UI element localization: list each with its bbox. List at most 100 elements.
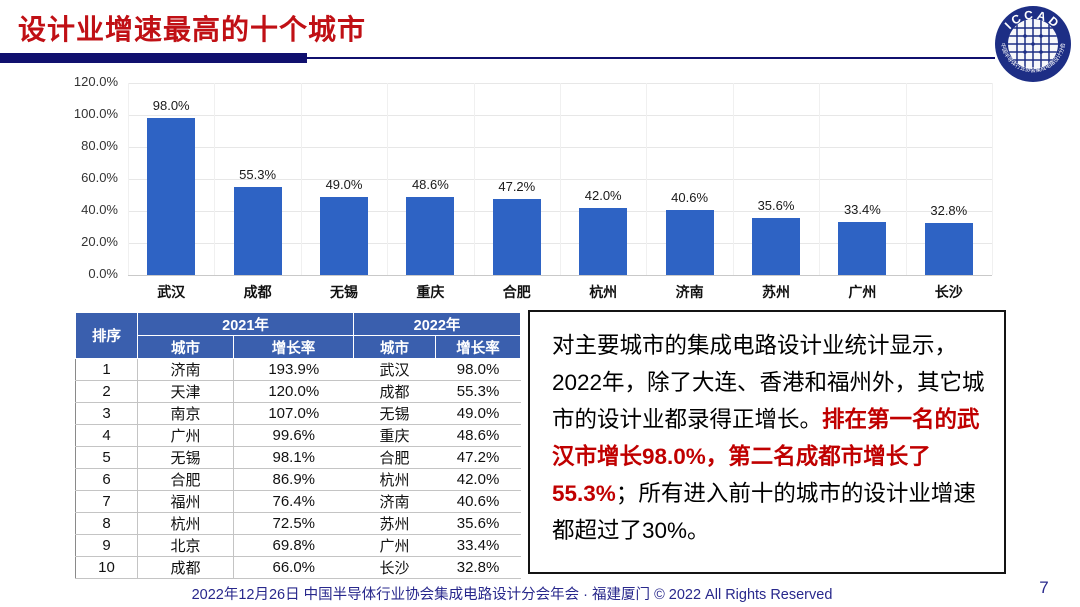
table-cell: 济南 xyxy=(137,358,234,381)
v-gridline xyxy=(560,83,561,275)
table-row: 10 成都 66.0% 长沙 32.8% xyxy=(75,556,521,579)
table-cell: 40.6% xyxy=(435,490,521,513)
v-gridline xyxy=(732,83,734,275)
table-cell: 193.9% xyxy=(233,358,354,381)
x-category-label: 广州 xyxy=(848,284,877,300)
table-cell: 35.6% xyxy=(435,512,521,535)
bar xyxy=(147,118,196,275)
table-cell: 6 xyxy=(75,468,138,491)
table-cell: 47.2% xyxy=(435,446,521,469)
bar-value-label: 35.6% xyxy=(757,198,795,214)
bar xyxy=(924,222,973,275)
table-cell: 32.8% xyxy=(435,556,521,579)
h-gridline xyxy=(128,275,992,276)
table-subheader-city-2022: 城市 xyxy=(353,335,437,359)
table-cell: 66.0% xyxy=(233,556,354,579)
table-cell: 42.0% xyxy=(435,468,521,491)
table-row: 5 无锡 98.1% 合肥 47.2% xyxy=(75,446,521,469)
v-gridline xyxy=(387,83,389,275)
bar xyxy=(579,207,628,275)
table-cell: 济南 xyxy=(353,490,436,513)
table-header-rank: 排序 xyxy=(75,312,138,359)
table-cell: 3 xyxy=(75,402,138,425)
table-cell: 2 xyxy=(75,380,138,403)
table-cell: 10 xyxy=(75,556,138,579)
bar-value-label: 48.6% xyxy=(411,177,449,193)
table-cell: 天津 xyxy=(137,380,234,403)
note-segment: 对主要城市的集成电路设计业统计显示，2022年，除了大连、香港和福州外，其它城市… xyxy=(552,333,985,432)
v-gridline xyxy=(128,83,129,275)
growth-table: 排序 2021年 2022年 城市 增长率 城市 增长率 1 济南 193.9% 武汉… xyxy=(75,312,522,579)
y-tick-label: 80.0% xyxy=(81,138,118,153)
note-segment-emphasis: 排在第一名的武汉市增长98.0%，第二名成都市增长了55.3% xyxy=(552,407,980,506)
y-tick-label: 0.0% xyxy=(88,266,118,281)
table-cell: 武汉 xyxy=(353,358,436,381)
v-gridline xyxy=(300,83,302,275)
x-category-label: 武汉 xyxy=(157,284,186,300)
table-cell: 98.0% xyxy=(435,358,521,381)
table-cell: 9 xyxy=(75,534,138,557)
table-row: 1 济南 193.9% 武汉 98.0% xyxy=(75,358,521,381)
bar-value-label: 55.3% xyxy=(239,166,277,182)
table-cell: 合肥 xyxy=(353,446,436,469)
table-cell: 广州 xyxy=(137,424,234,447)
table-cell: 107.0% xyxy=(233,402,354,425)
bar xyxy=(406,197,455,275)
x-category-label: 苏州 xyxy=(761,284,790,300)
page-title: 设计业增速最高的十个城市 xyxy=(18,14,367,45)
table-cell: 86.9% xyxy=(233,468,354,491)
table-cell: 无锡 xyxy=(137,446,234,469)
v-gridline xyxy=(992,83,993,275)
table-cell: 无锡 xyxy=(353,402,436,425)
y-tick-label: 40.0% xyxy=(81,202,118,217)
table-row: 9 北京 69.8% 广州 33.4% xyxy=(75,534,521,557)
growth-bar-chart: 98.0% 55.3% 49.0% 48.6% 47.2% 42.0% 40.6% 35.6%… xyxy=(60,74,1020,308)
title-underline-thick xyxy=(0,53,307,63)
table-cell: 南京 xyxy=(137,402,234,425)
table-header-2022: 2022年 xyxy=(353,312,522,336)
y-tick-label: 20.0% xyxy=(81,234,118,249)
table-cell: 55.3% xyxy=(435,380,521,403)
table-cell: 成都 xyxy=(137,556,234,579)
summary-note-box: 对主要城市的集成电路设计业统计显示，2022年，除了大连、香港和福州外，其它城市… xyxy=(528,310,1006,574)
table-header: 排序 2021年 2022年 城市 增长率 城市 增长率 xyxy=(75,312,522,359)
chart-plot: 98.0% 55.3% 49.0% 48.6% 47.2% 42.0% 40.6% 35.6%… xyxy=(128,83,993,276)
x-category-label: 杭州 xyxy=(589,284,618,300)
bar xyxy=(233,186,282,275)
table-header-2021: 2021年 xyxy=(136,312,355,336)
bar-value-label: 33.4% xyxy=(843,201,881,217)
table-cell: 49.0% xyxy=(435,402,521,425)
table-cell: 苏州 xyxy=(353,512,436,535)
note-segment: ；所有进入前十的城市的设计业增速都超过了30%。 xyxy=(552,481,976,543)
bar xyxy=(665,210,714,275)
table-cell: 5 xyxy=(75,446,138,469)
bar-value-label: 47.2% xyxy=(498,179,536,195)
table-cell: 69.8% xyxy=(233,534,354,557)
table-cell: 7 xyxy=(75,490,138,513)
bar-value-label: 98.0% xyxy=(152,98,190,114)
iccad-logo-icon: ICCAD 中国半导体行业协会集成电路设计分会 xyxy=(994,5,1072,83)
bar-value-label: 32.8% xyxy=(930,202,968,218)
bar-value-label: 42.0% xyxy=(584,187,622,203)
table-cell: 重庆 xyxy=(353,424,436,447)
table-cell: 8 xyxy=(75,512,138,535)
page-number: 7 xyxy=(1039,578,1049,597)
table-cell: 99.6% xyxy=(233,424,354,447)
table-body: 1 济南 193.9% 武汉 98.0% 2 天津 120.0% 成都 55.3% 3 南京 107.0… xyxy=(75,358,521,579)
v-gridline xyxy=(819,83,821,275)
v-gridline xyxy=(473,83,475,275)
y-tick-label: 60.0% xyxy=(81,170,118,185)
table-cell: 1 xyxy=(75,358,138,381)
y-tick-label: 120.0% xyxy=(73,74,118,89)
table-cell: 杭州 xyxy=(353,468,436,491)
bar xyxy=(838,221,887,275)
table-cell: 4 xyxy=(75,424,138,447)
table-row: 6 合肥 86.9% 杭州 42.0% xyxy=(75,468,521,491)
table-cell: 76.4% xyxy=(233,490,354,513)
table-row: 4 广州 99.6% 重庆 48.6% xyxy=(75,424,521,447)
bar-value-label: 40.6% xyxy=(671,190,709,206)
table-subheader-city-2021: 城市 xyxy=(137,335,234,359)
table-subheader-rate-2021: 增长率 xyxy=(232,335,355,359)
table-cell: 长沙 xyxy=(353,556,436,579)
